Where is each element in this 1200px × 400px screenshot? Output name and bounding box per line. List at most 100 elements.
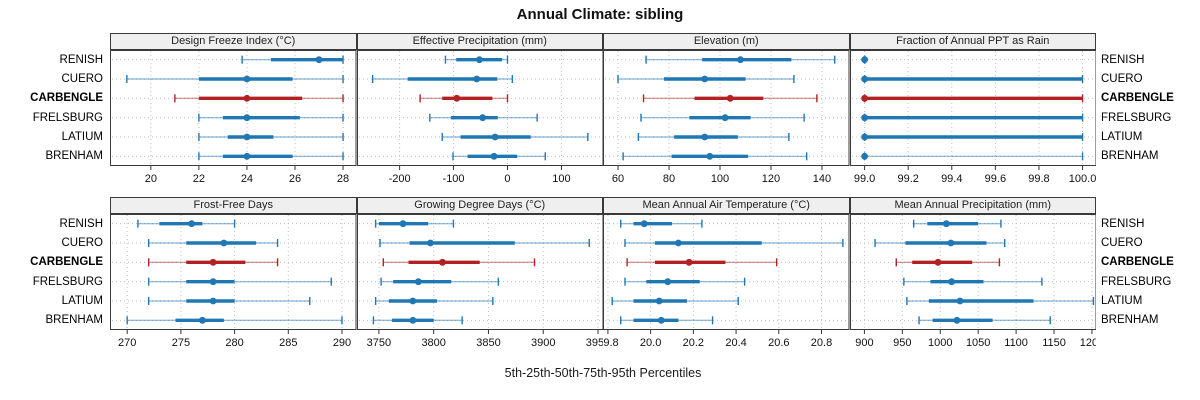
interval-series-latium	[611, 297, 739, 305]
site-label-right-renish: RENISH	[1101, 217, 1145, 230]
interval-series-renish	[444, 55, 508, 64]
axis-tick-label: 120	[762, 173, 780, 185]
interval-series-frelsburg	[640, 113, 805, 122]
site-label-left-cuero: CUERO	[61, 73, 103, 85]
interval-series-carbengle	[895, 258, 1000, 267]
site-label-right-carbengle: CARBENGLE	[1101, 256, 1174, 269]
axis-tick-label: 20.6	[768, 337, 789, 349]
interval-series-carbengle	[626, 258, 778, 267]
axis-tick-label: 1100	[1004, 337, 1028, 349]
interval-series-carbengle	[642, 94, 818, 103]
panel-plot: -200 -100 0 100	[356, 50, 603, 185]
interval-series-latium	[905, 297, 1094, 305]
panel-plot: 20 22 24 26 28	[110, 50, 357, 185]
axis-tick-label: 99.8	[1028, 173, 1049, 185]
interval-series-renish	[137, 219, 236, 228]
interval-series-brenham	[917, 316, 1051, 325]
site-label-left-frelsburg: FRELSBURG	[32, 111, 103, 124]
interval-series-cuero	[617, 75, 795, 83]
site-label-right-frelsburg: FRELSBURG	[1101, 111, 1172, 124]
interval-series-renish	[241, 55, 344, 64]
panel-strip-title: Fraction of Annual PPT as Rain	[849, 33, 1096, 50]
interval-series-cuero	[378, 239, 590, 247]
site-label-left-renish: RENISH	[59, 53, 103, 66]
axis-tick-label: 290	[333, 337, 351, 349]
panel-strip-title: Growing Degree Days (°C)	[356, 197, 603, 214]
interval-series-latium	[441, 133, 589, 141]
interval-series-latium	[637, 133, 790, 141]
interval-series-cuero	[624, 239, 844, 247]
interval-series-latium	[374, 297, 494, 305]
axis-tick-label: 99.6	[984, 173, 1005, 185]
axis-tick-label: -200	[388, 173, 410, 185]
site-label-left-brenham: BRENHAM	[45, 150, 103, 163]
axis-tick-label: 20.0	[640, 337, 661, 349]
axis-tick-label: 1200	[1079, 337, 1096, 349]
axis-tick-label: 3900	[531, 337, 555, 349]
interval-series-frelsburg	[902, 277, 1043, 286]
panel-plot: 900 950 1000 1050 1100 1150 1200	[849, 214, 1096, 349]
interval-series-frelsburg	[624, 277, 746, 286]
interval-series-cuero	[147, 239, 279, 247]
site-label-left-brenham: BRENHAM	[45, 314, 103, 327]
panel-plot: 60 80 100 120 140	[603, 50, 850, 185]
axis-tick-label: 950	[893, 337, 911, 349]
axis-tick-label: 140	[813, 173, 831, 185]
axis-tick-label: 100.0	[1068, 173, 1096, 185]
interval-series-latium	[198, 133, 344, 141]
interval-series-renish	[912, 219, 1002, 228]
interval-series-carbengle	[418, 94, 508, 103]
panel-strip-title: Effective Precipitation (mm)	[356, 33, 603, 50]
interval-series-latium	[860, 133, 1083, 141]
axis-tick-label: 100	[552, 173, 570, 185]
site-label-right-cuero: CUERO	[1101, 73, 1143, 85]
interval-series-cuero	[126, 75, 344, 83]
axis-tick-label: 900	[855, 337, 873, 349]
site-label-right-brenham: BRENHAM	[1101, 314, 1159, 327]
interval-series-cuero	[873, 239, 1005, 247]
panel-strip-title: Mean Annual Air Temperature (°C)	[603, 197, 850, 214]
axis-tick-label: 3850	[476, 337, 500, 349]
interval-series-renish	[374, 219, 454, 228]
axis-tick-label: -100	[442, 173, 464, 185]
interval-series-brenham	[198, 152, 344, 161]
axis-tick-label: 3750	[366, 337, 390, 349]
site-label-right-latium: LATIUM	[1101, 295, 1143, 307]
interval-series-renish	[645, 55, 836, 64]
interval-series-renish	[620, 219, 703, 228]
axis-tick-label: 28	[337, 173, 349, 185]
axis-tick-label: 20.2	[683, 337, 704, 349]
panel-plot: 99.0 99.2 99.4 99.6 99.8 100.0	[849, 50, 1096, 185]
interval-series-brenham	[372, 316, 463, 325]
site-label-left-frelsburg: FRELSBURG	[32, 275, 103, 288]
interval-series-renish	[860, 55, 868, 64]
axis-tick-label: 275	[172, 337, 190, 349]
interval-series-carbengle	[382, 258, 535, 267]
axis-tick-label: 19.8	[603, 337, 619, 349]
site-label-right-carbengle: CARBENGLE	[1101, 92, 1174, 105]
site-label-left-latium: LATIUM	[61, 131, 103, 143]
interval-series-carbengle	[147, 258, 279, 267]
interval-series-frelsburg	[379, 277, 499, 286]
axis-tick-label: 22	[193, 173, 205, 185]
interval-series-carbengle	[860, 94, 1083, 103]
axis-tick-label: 3950	[585, 337, 603, 349]
panel-strip-title: Elevation (m)	[603, 33, 850, 50]
panel-strip-title: Frost-Free Days	[110, 197, 357, 214]
interval-series-brenham	[620, 316, 714, 325]
axis-tick-label: 60	[612, 173, 624, 185]
site-label-left-latium: LATIUM	[61, 295, 103, 307]
site-label-right-renish: RENISH	[1101, 53, 1145, 66]
site-label-right-frelsburg: FRELSBURG	[1101, 275, 1172, 288]
axis-tick-label: 0	[504, 173, 510, 185]
panel-plot: 19.8 20.0 20.2 20.4 20.6 20.8	[603, 214, 850, 349]
axis-tick-label: 99.2	[897, 173, 918, 185]
site-label-left-renish: RENISH	[59, 217, 103, 230]
interval-series-brenham	[451, 152, 546, 161]
panel-plot: 270 275 280 285 290	[110, 214, 357, 349]
panel-plot: 3750 3800 3850 3900 3950	[356, 214, 603, 349]
site-label-left-cuero: CUERO	[61, 237, 103, 249]
interval-series-frelsburg	[147, 277, 332, 286]
axis-tick-label: 99.4	[941, 173, 962, 185]
axis-tick-label: 1000	[928, 337, 952, 349]
